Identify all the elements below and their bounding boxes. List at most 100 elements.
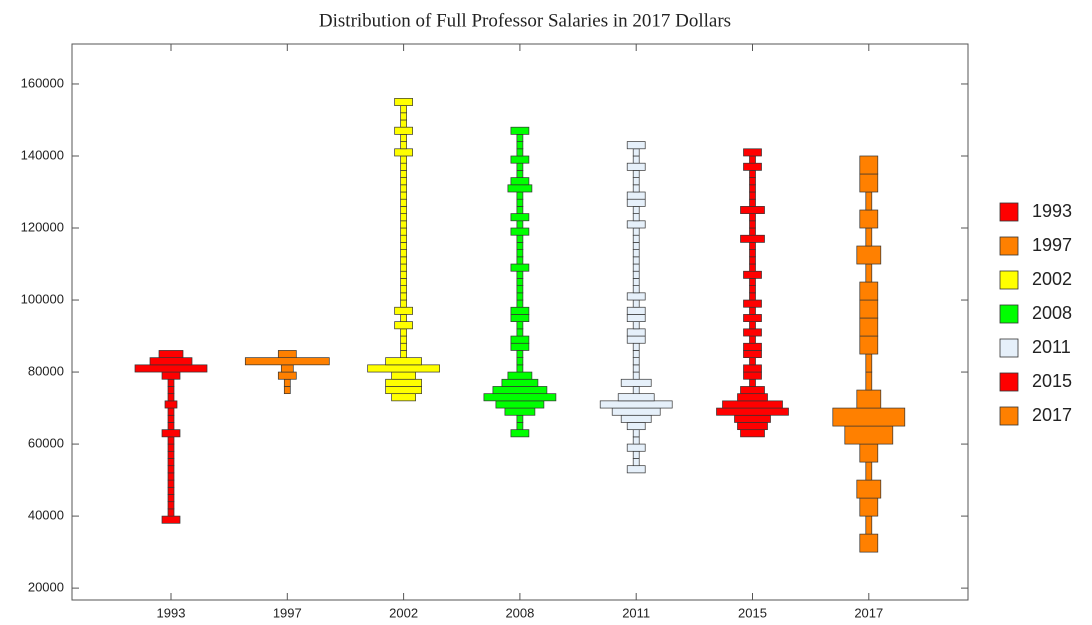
bin [510, 314, 530, 322]
bin [394, 306, 413, 315]
bin [516, 191, 524, 200]
bin [632, 270, 640, 279]
bin [167, 378, 175, 387]
bin [158, 350, 184, 359]
bin [516, 270, 524, 279]
bin [510, 227, 530, 236]
bin [400, 285, 407, 294]
bin [516, 242, 524, 250]
bin [385, 378, 422, 387]
bin [400, 335, 407, 344]
bin [516, 285, 524, 294]
bin [740, 386, 765, 395]
bin [865, 371, 873, 391]
bin [859, 497, 879, 517]
bin [632, 234, 640, 243]
y-tick-label: 20000 [28, 580, 64, 595]
bin [749, 263, 756, 272]
bin [617, 393, 655, 402]
y-tick-label: 160000 [21, 75, 64, 90]
bin [626, 141, 646, 150]
bin [400, 141, 407, 150]
bin [740, 234, 765, 243]
bin [244, 357, 330, 366]
x-tick-label: 1997 [273, 605, 302, 620]
bin [740, 429, 765, 438]
bin [749, 242, 756, 250]
bin [510, 342, 530, 351]
bin [632, 386, 640, 395]
bin [844, 425, 894, 445]
bin [856, 479, 882, 499]
bin [400, 191, 407, 200]
bin [859, 335, 879, 355]
bin [749, 177, 756, 186]
bin [400, 342, 407, 351]
bin [865, 263, 873, 283]
bin [749, 227, 756, 236]
bin [626, 328, 646, 337]
bin [400, 256, 407, 265]
bin [400, 198, 407, 207]
bin [632, 350, 640, 359]
bin [749, 256, 756, 265]
bin [367, 364, 440, 373]
bin [280, 364, 294, 373]
bin [510, 263, 530, 272]
bin [400, 184, 407, 193]
bin [626, 220, 646, 229]
bin [400, 220, 407, 229]
bin [510, 429, 530, 438]
bin [516, 414, 524, 423]
bin [394, 321, 413, 330]
bin [167, 479, 175, 488]
bin [632, 342, 640, 351]
bin [632, 184, 640, 193]
bin [400, 119, 407, 128]
legend-swatch [999, 304, 1019, 324]
bin [400, 350, 407, 359]
legend-label: 1993 [1032, 201, 1072, 221]
bin [516, 364, 524, 373]
bin [516, 220, 524, 229]
bin [510, 335, 530, 344]
bin [632, 285, 640, 294]
bin [400, 155, 407, 164]
legend-label: 1997 [1032, 235, 1072, 255]
bin [400, 170, 407, 178]
bin [632, 429, 640, 438]
bin [167, 422, 175, 431]
bin [400, 278, 407, 286]
bin [510, 155, 530, 164]
bin [516, 234, 524, 243]
bin [632, 170, 640, 178]
bin [743, 364, 762, 373]
bin [865, 353, 873, 373]
bin [483, 393, 557, 402]
bin [859, 533, 879, 553]
bin [400, 105, 407, 114]
bin [749, 321, 756, 330]
bin [394, 98, 413, 106]
bin [632, 436, 640, 445]
bin [743, 350, 762, 359]
legend-label: 2015 [1032, 371, 1072, 391]
x-tick-label: 2002 [389, 605, 418, 620]
bin [859, 155, 879, 175]
bin [632, 299, 640, 308]
bin [167, 465, 175, 474]
bin [734, 414, 771, 423]
bin [749, 335, 756, 344]
bin [632, 227, 640, 236]
bin [385, 357, 422, 366]
bin [516, 198, 524, 207]
bin [400, 134, 407, 142]
bin [400, 292, 407, 301]
bin [167, 386, 175, 395]
bin [516, 422, 524, 431]
bin [167, 458, 175, 467]
bin [510, 126, 530, 135]
bin [740, 206, 765, 214]
